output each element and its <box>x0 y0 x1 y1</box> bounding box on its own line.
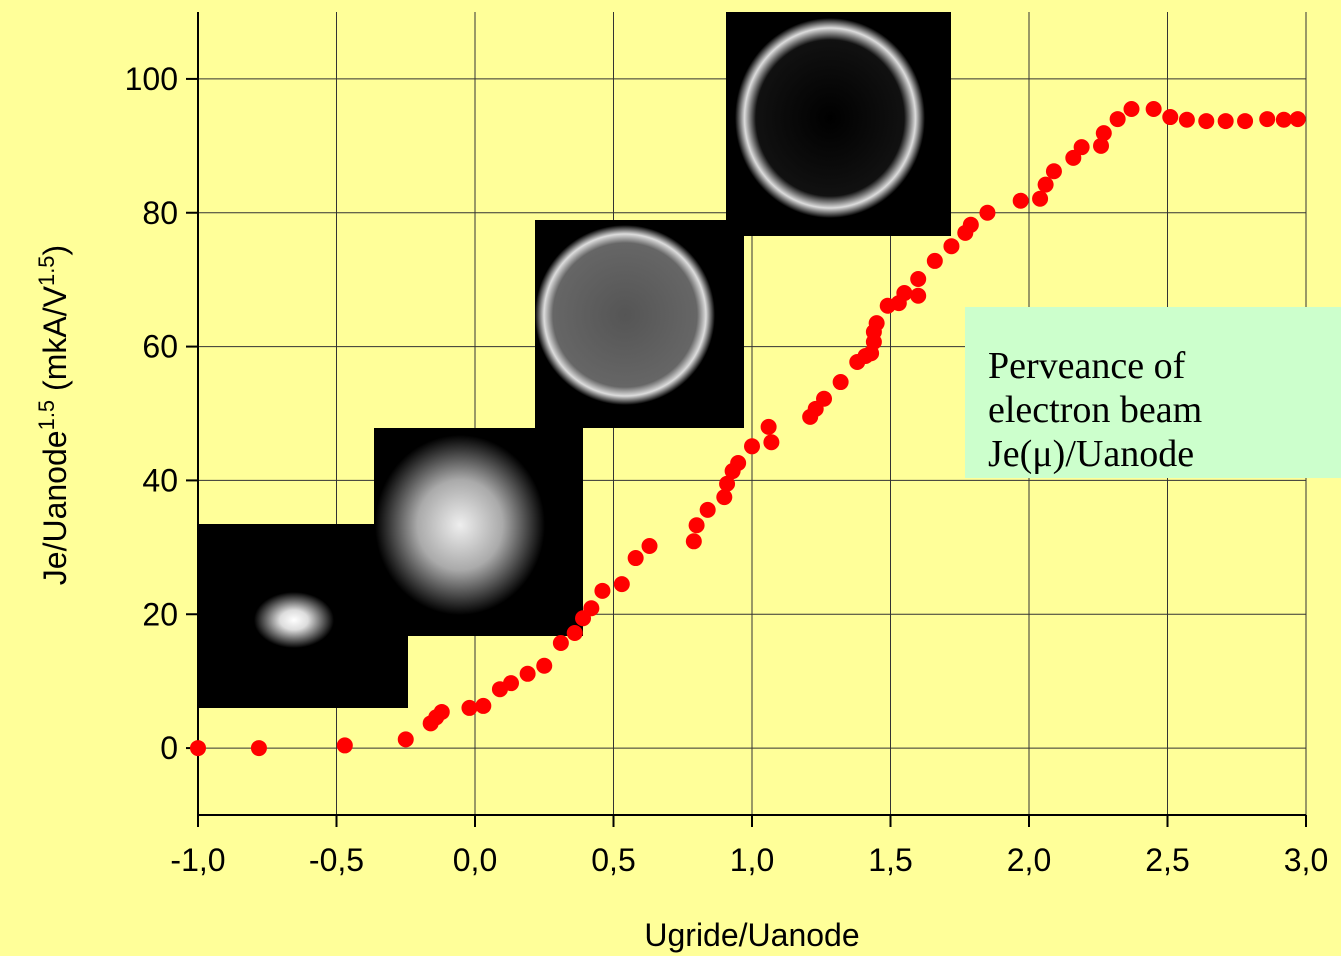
data-point <box>1162 109 1179 126</box>
x-tick-label: 3,0 <box>1284 842 1328 878</box>
y-tick-label: 40 <box>142 462 178 498</box>
y-axis-label-part: ) <box>37 245 73 256</box>
data-point <box>979 204 996 221</box>
beam-images <box>198 12 951 708</box>
data-point <box>910 287 927 304</box>
points <box>190 101 1306 757</box>
data-point <box>760 418 777 435</box>
data-point <box>1095 125 1112 142</box>
data-point <box>583 600 600 617</box>
annotation-line: Perveance of <box>988 345 1186 387</box>
beam-spot <box>375 435 545 615</box>
data-point <box>685 533 702 550</box>
data-point <box>519 665 536 682</box>
data-point <box>868 315 885 332</box>
data-point <box>250 740 267 757</box>
annotation: Perveance of electron beam Je(μ)/Uanode <box>965 307 1341 478</box>
data-point <box>336 737 353 754</box>
data-point <box>719 475 736 492</box>
data-point <box>744 438 760 455</box>
beam-ring <box>735 18 925 218</box>
data-point <box>1037 176 1054 193</box>
data-point <box>397 731 414 748</box>
data-point <box>641 537 658 554</box>
data-point <box>1093 137 1110 154</box>
y-axis-label-part: 1.5 <box>34 400 59 431</box>
beam-ring <box>535 225 715 405</box>
data-point <box>1237 113 1254 130</box>
data-point <box>910 270 927 287</box>
data-point <box>594 582 611 599</box>
data-point <box>566 624 583 641</box>
data-point <box>1109 111 1126 128</box>
data-point <box>461 699 478 716</box>
data-point <box>1217 113 1234 130</box>
data-point <box>1198 113 1215 130</box>
data-point <box>1259 111 1276 128</box>
data-point <box>832 374 849 391</box>
y-tick-label: 60 <box>142 329 178 365</box>
y-axis-label-part: 1.5 <box>34 255 59 286</box>
data-point <box>1289 111 1306 128</box>
data-point <box>943 238 960 255</box>
axes: -1,0 -0,5 0,0 0,5 1,0 1,5 2,0 2,5 3,0 0 20 40 60 80 10… <box>125 12 1328 878</box>
x-tick-label: 2,0 <box>1007 842 1051 878</box>
data-point <box>1045 163 1062 180</box>
x-tick-label: 0,5 <box>591 842 635 878</box>
x-tick-label: -1,0 <box>170 842 225 878</box>
data-point <box>688 517 705 534</box>
data-point <box>1032 190 1049 207</box>
data-point <box>433 703 450 720</box>
x-tick-label: 0,0 <box>453 842 497 878</box>
beam-spot <box>254 592 334 648</box>
annotation-line: Je(μ)/Uanode <box>988 433 1194 475</box>
annotation-box <box>965 307 1341 478</box>
annotation-line: electron beam <box>988 389 1202 431</box>
data-point <box>503 675 520 692</box>
data-point <box>190 740 206 757</box>
data-point <box>730 455 747 472</box>
x-tick-label: -0,5 <box>309 842 364 878</box>
y-axis-label-part: (mkA/V <box>37 285 73 399</box>
data-point <box>763 434 780 451</box>
x-tick-label: 1,0 <box>730 842 774 878</box>
x-tick-label: 2,5 <box>1145 842 1189 878</box>
data-point <box>1178 111 1195 128</box>
y-tick-label: 80 <box>142 195 178 231</box>
data-point <box>552 635 569 652</box>
data-point <box>1073 139 1090 156</box>
data-point <box>1145 101 1162 118</box>
y-tick-label: 100 <box>125 61 178 97</box>
data-point <box>613 576 630 593</box>
x-axis-label: Ugride/Uanode <box>644 917 859 953</box>
data-point <box>627 550 644 567</box>
y-tick-label: 20 <box>142 596 178 632</box>
data-point <box>896 285 913 302</box>
data-point <box>536 657 553 674</box>
data-point <box>926 252 943 269</box>
data-point <box>816 390 833 407</box>
data-point <box>716 489 733 506</box>
data-point <box>699 501 716 518</box>
y-axis-label-part: Je/Uanode <box>37 430 73 585</box>
y-tick-label: 0 <box>160 730 178 766</box>
x-tick-label: 1,5 <box>868 842 912 878</box>
data-point <box>962 216 979 233</box>
data-point <box>1275 111 1292 128</box>
data-point <box>1123 101 1140 118</box>
data-point <box>1012 192 1029 209</box>
y-axis-label: Je/Uanode1.5 (mkA/V1.5) <box>34 245 74 585</box>
data-point <box>475 697 492 714</box>
